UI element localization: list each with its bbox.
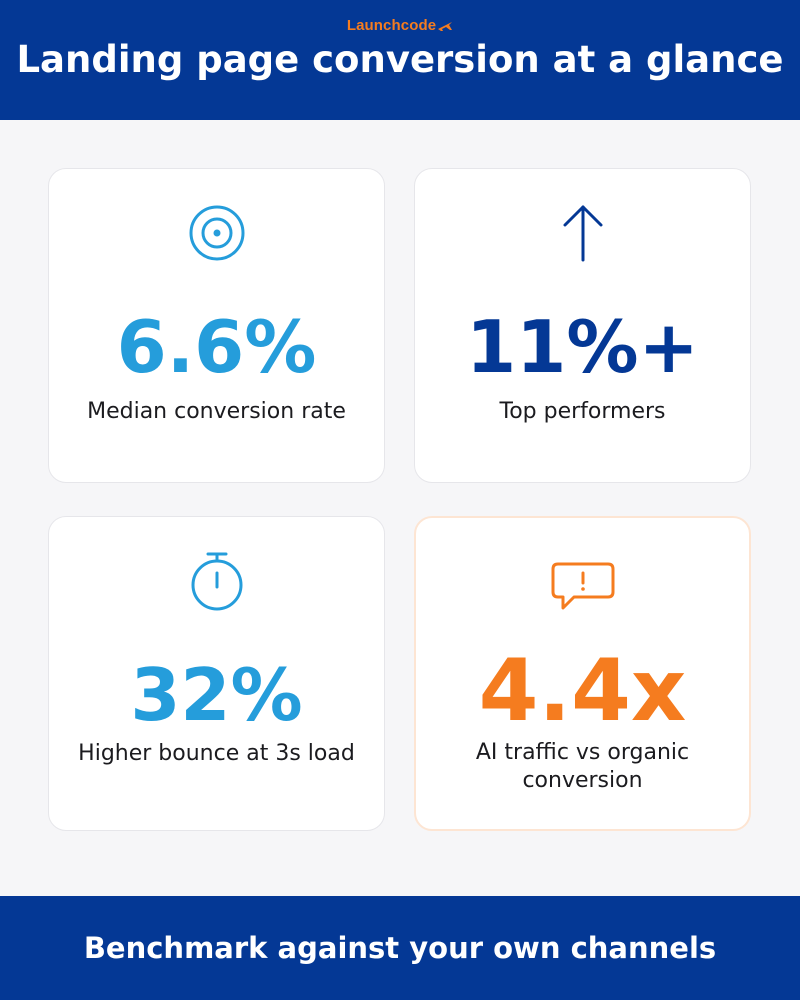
stat-card-ai-traffic: 4.4x AI traffic vs organic conversion bbox=[414, 516, 751, 831]
header-banner: Launchcode Landing page conversion at a … bbox=[0, 0, 800, 120]
footer-cta-text: Benchmark against your own channels bbox=[83, 931, 717, 965]
stat-label: Top performers bbox=[499, 399, 666, 424]
stat-label-line: AI traffic vs organic bbox=[475, 740, 690, 765]
plane-icon bbox=[437, 19, 453, 36]
brand-logo[interactable]: Launchcode bbox=[0, 17, 800, 36]
page-title: Landing page conversion at a glance bbox=[16, 38, 784, 81]
stat-value: 11%+ bbox=[466, 305, 699, 389]
stat-card-median-conversion: 6.6% Median conversion rate bbox=[48, 168, 385, 483]
stat-label: Higher bounce at 3s load bbox=[78, 741, 355, 766]
stopwatch-icon bbox=[49, 551, 384, 613]
stat-value: 6.6% bbox=[116, 305, 317, 389]
stat-value: 4.4x bbox=[478, 641, 687, 741]
stat-card-bounce: 32% Higher bounce at 3s load bbox=[48, 516, 385, 831]
brand-name: Launchcode bbox=[346, 17, 437, 34]
target-icon bbox=[49, 204, 384, 262]
stat-label: AI traffic vs organic conversion bbox=[416, 739, 749, 795]
stat-value: 32% bbox=[130, 653, 303, 737]
stat-label-line: conversion bbox=[522, 768, 643, 793]
footer-banner bbox=[0, 896, 800, 1000]
arrow-up-icon bbox=[415, 203, 750, 263]
chat-alert-icon bbox=[416, 561, 749, 613]
stat-card-top-performers: 11%+ Top performers bbox=[414, 168, 751, 483]
stat-label: Median conversion rate bbox=[87, 399, 346, 424]
